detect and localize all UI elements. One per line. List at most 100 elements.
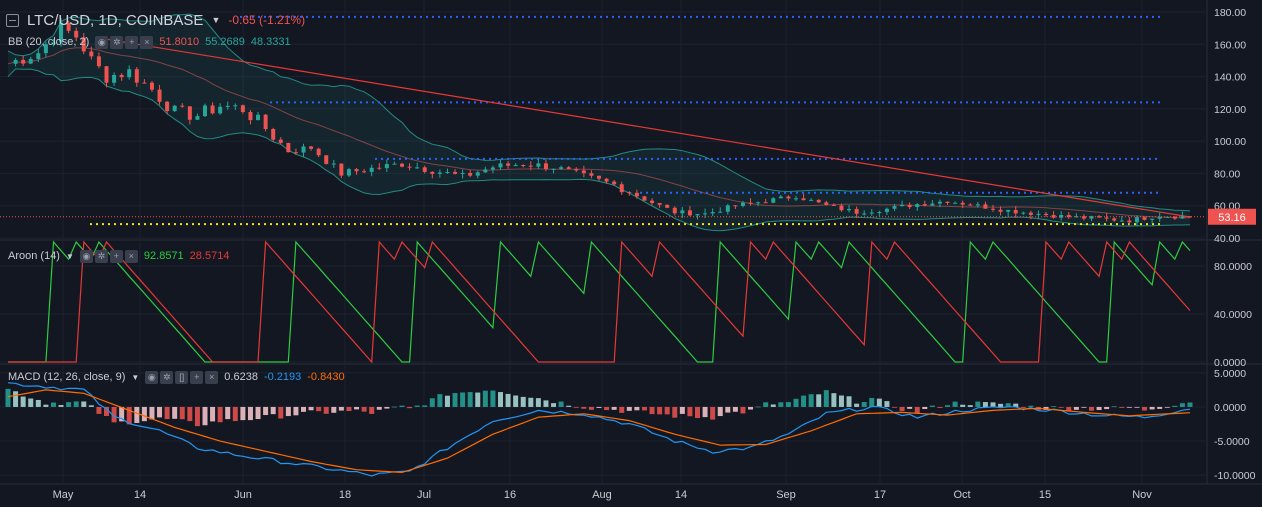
candle-body (650, 200, 655, 204)
chevron-down-icon[interactable]: ▼ (211, 15, 221, 25)
macd-histogram-bar (164, 406, 170, 420)
candle-body (998, 209, 1003, 212)
candle-body (400, 163, 404, 167)
candle-body (551, 168, 556, 170)
plus-icon[interactable]: + (125, 35, 139, 49)
candle-body (203, 105, 207, 117)
candle-body (437, 172, 442, 174)
macd-histogram-bar (1104, 406, 1110, 410)
macd-histogram-bar (316, 406, 322, 412)
candle-body (528, 165, 533, 167)
macd-histogram-bar (823, 390, 829, 407)
macd-hist-value: 0.6238 (224, 371, 258, 383)
macd-histogram-bar (505, 393, 511, 407)
y-tick-label: 80.0000 (1214, 261, 1252, 273)
candle-body (1059, 214, 1064, 218)
macd-histogram-bar (157, 406, 163, 418)
chevron-down-icon[interactable]: ▼ (65, 251, 74, 261)
macd-histogram-bar (914, 406, 920, 414)
macd-histogram-bar (899, 406, 905, 412)
aroon-panel[interactable] (8, 240, 1191, 364)
candle-body (210, 105, 215, 114)
macd-histogram-bar (1058, 406, 1064, 408)
candle-body (218, 106, 223, 114)
candle-body (513, 165, 518, 167)
close-icon[interactable]: × (205, 370, 219, 384)
macd-histogram-bar (475, 392, 481, 407)
macd-histogram-bar (376, 406, 382, 410)
macd-histogram-bar (785, 402, 791, 407)
collapse-icon[interactable] (6, 13, 19, 27)
signal-line (7, 389, 1191, 474)
gear-icon[interactable]: ✲ (110, 35, 124, 49)
macd-histogram-bar (1179, 403, 1185, 407)
candle-body (165, 101, 170, 112)
macd-histogram-bar (202, 406, 208, 426)
candle-body (415, 167, 420, 169)
bb-label[interactable]: BB (20, close, 2) (8, 36, 90, 48)
macd-histogram-bar (354, 406, 360, 410)
close-icon[interactable]: × (140, 35, 154, 49)
y-tick-label: 40.0000 (1214, 309, 1252, 321)
candle-body (900, 204, 905, 207)
candle-body (657, 203, 662, 205)
close-icon[interactable]: × (124, 249, 138, 263)
symbol-title[interactable]: LTC/USD, 1D, COINBASE (27, 11, 204, 29)
aroon-down-value: 28.5714 (189, 250, 230, 262)
candle-body (748, 202, 753, 204)
bracket-icon[interactable]: [] (175, 370, 189, 384)
eye-icon[interactable]: ◉ (79, 249, 93, 263)
macd-histogram-bar (611, 406, 617, 410)
aroon-label[interactable]: Aroon (14) (8, 250, 60, 262)
plus-icon[interactable]: + (109, 249, 123, 263)
plus-icon[interactable]: + (190, 370, 204, 384)
eye-icon[interactable]: ◉ (95, 35, 109, 49)
macd-histogram-bar (1134, 406, 1140, 408)
macd-histogram-bar (846, 396, 852, 407)
x-tick-label: 14 (675, 489, 687, 501)
macd-histogram-bar (346, 406, 352, 412)
candle-body (733, 205, 738, 207)
macd-histogram-bar (28, 398, 34, 407)
gear-icon[interactable]: ✲ (94, 249, 108, 263)
candle-body (536, 163, 541, 167)
x-tick-label: 18 (339, 489, 351, 501)
macd-histogram-bar (482, 390, 488, 407)
candle-body (293, 152, 298, 154)
macd-histogram-bar (225, 406, 231, 420)
macd-histogram-bar (588, 406, 594, 410)
macd-histogram-bar (210, 406, 216, 422)
eye-icon[interactable]: ◉ (145, 370, 159, 384)
macd-histogram-bar (1119, 406, 1125, 408)
macd-histogram-bar (1028, 405, 1034, 407)
macd-histogram-bar (194, 406, 200, 427)
candle-body (619, 184, 624, 193)
candle-body (975, 204, 980, 206)
macd-controls: ◉ ✲ [] + × (145, 370, 219, 384)
candle-body (66, 22, 71, 31)
macd-histogram-bar (104, 406, 109, 416)
macd-histogram-bar (679, 406, 685, 414)
candle-body (1097, 216, 1102, 218)
candle-body (51, 42, 56, 45)
macd-histogram-bar (270, 406, 276, 415)
candle-body (710, 212, 715, 214)
x-tick-label: May (53, 489, 74, 501)
macd-histogram-bar (626, 406, 632, 411)
candle-body (278, 139, 283, 143)
chevron-down-icon[interactable]: ▼ (131, 372, 140, 382)
macd-histogram-bar (1096, 406, 1102, 411)
macd-panel[interactable] (5, 382, 1193, 477)
macd-histogram-bar (1066, 406, 1072, 411)
trend-line (107, 38, 1191, 218)
gear-icon[interactable]: ✲ (160, 370, 174, 384)
candle-body (634, 192, 639, 197)
candle-body (460, 172, 465, 174)
macd-label[interactable]: MACD (12, 26, close, 9) (8, 371, 126, 383)
candle-body (104, 66, 109, 83)
macd-histogram-bar (732, 406, 738, 412)
macd-histogram-bar (1149, 406, 1155, 410)
candle-body (119, 74, 124, 78)
macd-histogram-bar (520, 396, 526, 407)
macd-histogram-bar (945, 405, 951, 407)
